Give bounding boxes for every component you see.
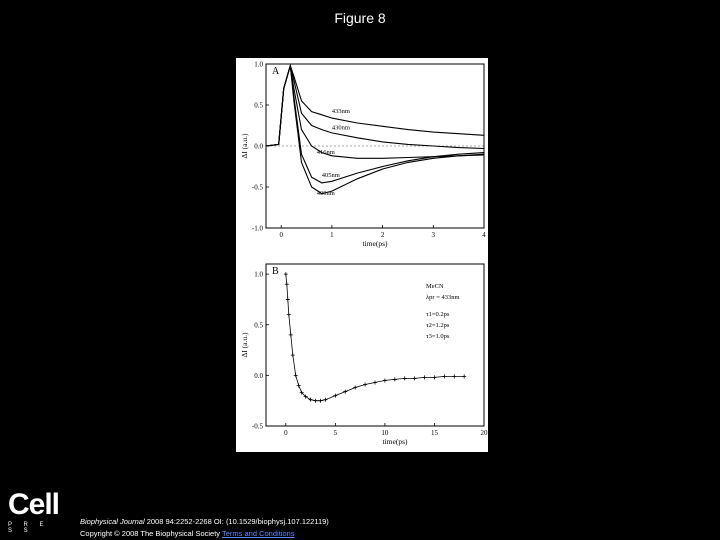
panel-b-data-point — [382, 378, 387, 383]
panel-b-data-point — [333, 393, 338, 398]
panel-a-series-label: 400nm — [317, 190, 335, 197]
journal-name: Biophysical Journal — [80, 517, 145, 526]
panel-b-fit-line — [285, 274, 465, 402]
panel-b-data-point — [412, 376, 417, 381]
panel-b-data-point — [323, 397, 328, 402]
panel-b-data-point — [296, 383, 301, 388]
figure-chart: A 0 1 2 3 4 1.0 0.5 0.0 -0.5 -1.0 time(ps) ΔI (a.u.)… — [240, 61, 489, 447]
logo-word: Cell — [8, 488, 60, 521]
panel-b-data-point — [452, 374, 457, 379]
figure-title: Figure 8 — [334, 10, 386, 26]
panel-b-data-point — [284, 282, 289, 287]
panel-b-data-point — [392, 377, 397, 382]
panel-b-data-point — [432, 375, 437, 380]
panel-b-data-point — [308, 397, 313, 402]
panel-a-ytick-label: 0.5 — [254, 102, 263, 110]
panel-b-data-point — [286, 312, 291, 317]
panel-a-series-405nm — [265, 65, 485, 184]
panel-b-data-point — [290, 353, 295, 358]
panel-b-annotation: MeCN — [426, 283, 444, 290]
panel-a-series-label: 433nm — [332, 108, 350, 115]
panel-b-ytick-label: 0.5 — [254, 321, 263, 329]
panel-b-annotation: τ3=1.0ps — [426, 333, 450, 340]
panel-b-data-point — [285, 297, 290, 302]
panel-b-data-point — [462, 374, 467, 379]
panel-b-annotation: τ2=1.2ps — [426, 322, 450, 329]
panel-b-ylabel: ΔI (a.u.) — [240, 332, 249, 358]
panel-a-xtick-label: 2 — [381, 231, 385, 239]
panel-b-data-point — [422, 375, 427, 380]
panel-b-data-point — [318, 398, 323, 403]
citation-text: 2008 94:2252-2268 OI: (10.1529/biophysj.… — [144, 517, 329, 526]
panel-b-data-point — [299, 390, 304, 395]
panel-b-data-point — [442, 374, 447, 379]
panel-b-data-point — [313, 398, 318, 403]
copyright-text: Copyright © 2008 The Biophysical Society — [80, 529, 221, 538]
panel-a-series-label: 416nm — [317, 149, 335, 156]
panel-a-series-400nm — [265, 65, 485, 195]
panel-a-ytick-label: 0.0 — [254, 143, 263, 151]
panel-a-series-416nm — [265, 65, 485, 159]
panel-b-xtick-label: 15 — [431, 429, 439, 437]
panel-a-series-label: 405nm — [322, 172, 340, 179]
panel-b-annotation: τ1=0.2ps — [426, 311, 450, 318]
panel-b-xtick-label: 20 — [481, 429, 489, 437]
panel-b-data-point — [373, 380, 377, 385]
panel-b-data-point — [343, 389, 348, 394]
panel-a-xlabel: time(ps) — [363, 239, 388, 248]
panel-b-xtick-label: 5 — [334, 429, 338, 437]
panel-a-xtick-label: 0 — [279, 231, 283, 239]
panel-b-ytick-label: -0.5 — [252, 423, 264, 431]
panel-b-data-point — [288, 332, 293, 337]
panel-a-label: A — [272, 66, 280, 77]
panel-a-xtick-label: 1 — [330, 231, 334, 239]
panel-a-xtick-label: 4 — [482, 231, 486, 239]
panel-b-xlabel: time(ps) — [383, 437, 408, 446]
panel-b-ytick-label: 1.0 — [254, 271, 263, 279]
panel-a-ylabel: ΔI (a.u.) — [240, 133, 249, 159]
panel-a-ytick-label: 1.0 — [254, 61, 263, 69]
logo-sub: P R E S S — [8, 522, 49, 534]
panel-b-data-point — [303, 394, 308, 399]
panel-b-frame — [265, 263, 485, 427]
panel-a-series-label: 430nm — [332, 125, 350, 132]
panel-b-xtick-label: 10 — [381, 429, 389, 437]
panel-b-xtick-label: 0 — [284, 429, 288, 437]
footer-citation: Biophysical Journal 2008 94:2252-2268 OI… — [80, 516, 329, 540]
panel-b-data-point — [402, 376, 407, 381]
panel-b-ytick-label: 0.0 — [254, 372, 263, 380]
panel-b-annotation: λpr = 433nm — [426, 294, 460, 301]
panel-b-data-point — [283, 272, 288, 277]
figure-panel: A 0 1 2 3 4 1.0 0.5 0.0 -0.5 -1.0 time(ps) ΔI (a.u.)… — [236, 58, 488, 452]
panel-a-ytick-label: -0.5 — [252, 184, 264, 192]
panel-b-data-point — [293, 373, 298, 378]
panel-b-label: B — [272, 266, 279, 277]
cell-press-logo: Cell P R E S S — [8, 488, 64, 535]
panel-a-ytick-label: -1.0 — [252, 225, 264, 233]
panel-a-xtick-label: 3 — [432, 231, 436, 239]
terms-link[interactable]: Terms and Conditions — [222, 529, 295, 538]
panel-b-data-point — [363, 382, 368, 387]
panel-b-data-point — [353, 385, 358, 390]
